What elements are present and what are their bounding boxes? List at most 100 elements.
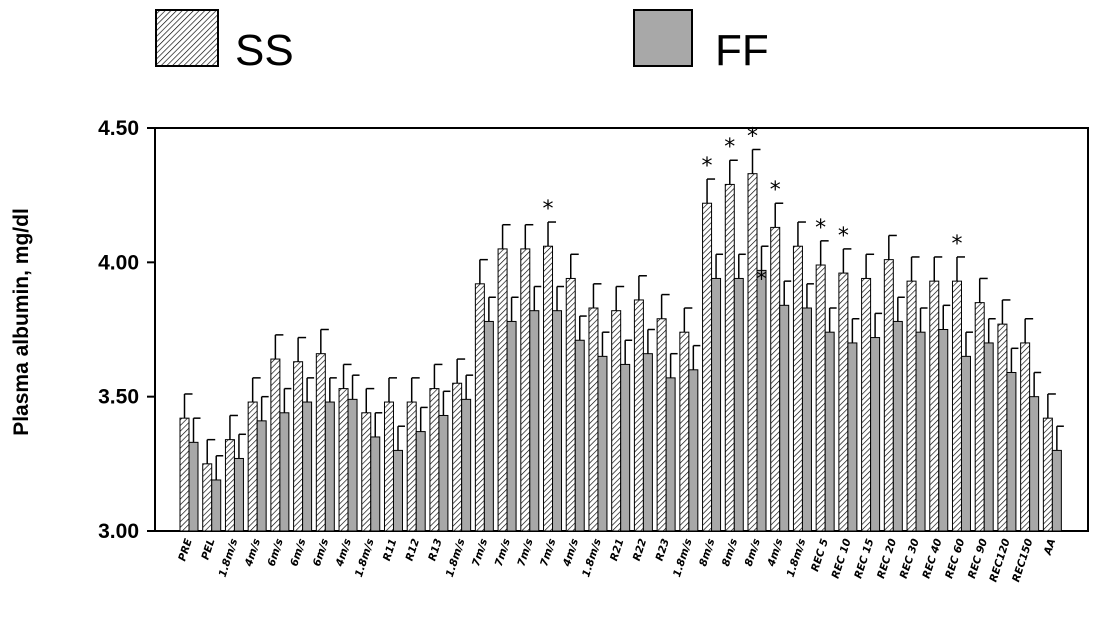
bar-ff — [279, 412, 290, 532]
x-tick-label: R23 — [654, 537, 672, 562]
bar-ss — [406, 401, 417, 532]
x-tick-label: REC 10 — [830, 537, 854, 580]
y-axis: 3.00 3.50 4.00 4.50 — [98, 117, 155, 543]
bar-ff — [756, 269, 767, 532]
significance-star: * — [951, 232, 962, 257]
significance-star: * — [702, 154, 713, 179]
annotations: * * * * * * * * * — [543, 124, 963, 292]
bar-ff — [347, 398, 358, 532]
y-tick-label: 4.00 — [98, 251, 139, 274]
x-tick-label: REC 15 — [852, 537, 876, 580]
bar-ff — [1051, 449, 1062, 532]
bar-ff — [529, 310, 540, 532]
x-tick-label: 1.8m/s — [444, 537, 468, 578]
bar-ff — [779, 304, 790, 532]
x-tick-label: 1.8m/s — [671, 537, 695, 578]
bar-ss — [315, 353, 326, 532]
bar-ss — [633, 299, 644, 532]
bar-ss — [293, 361, 304, 532]
bar-ss — [497, 248, 508, 532]
bar-ff — [506, 320, 517, 532]
bar-ss — [679, 331, 690, 532]
bar-ff — [870, 337, 881, 532]
bar-ss — [474, 283, 485, 532]
bars — [179, 148, 1064, 532]
bar-ss — [202, 463, 213, 532]
x-tick-label: REC 20 — [875, 537, 899, 580]
bar-ss — [520, 248, 531, 532]
bar-ff — [324, 401, 335, 532]
y-tick-label: 3.00 — [98, 520, 139, 543]
x-tick-label: 6m/s — [266, 537, 286, 568]
x-tick-label: 4m/s — [765, 537, 785, 569]
x-axis: PRE PEL 1.8m/s 4m/s 6m/s 6m/s 6m/s 4m/s 1.8m/s R1… — [176, 536, 1058, 583]
bar-ss — [383, 401, 394, 532]
significance-star: * — [815, 216, 826, 241]
bar-ss — [861, 277, 872, 532]
bar-ss — [906, 280, 917, 532]
bar-ff — [688, 369, 699, 532]
significance-star: * — [838, 224, 849, 249]
x-tick-label: 4m/s — [333, 537, 353, 569]
bar-ss — [588, 307, 599, 532]
bar-ss — [883, 259, 894, 532]
bar-ff — [438, 414, 449, 532]
bar-ss — [929, 280, 940, 532]
bar-ff — [1006, 371, 1017, 532]
legend-ff-label: FF — [715, 26, 769, 75]
bar-ss — [747, 173, 758, 532]
x-tick-label: 1.8m/s — [785, 537, 809, 578]
bar-ss — [611, 310, 622, 532]
x-tick-label: 1.8m/s — [580, 537, 604, 578]
x-tick-label: 7m/s — [515, 537, 535, 568]
bar-ff — [711, 277, 722, 532]
x-tick-label: R13 — [426, 537, 444, 562]
bar-ff — [483, 320, 494, 532]
bar-ff — [960, 355, 971, 532]
bar-ss — [724, 183, 735, 532]
bar-ss — [543, 245, 554, 532]
bar-ff — [892, 320, 903, 532]
x-tick-label: 1.8m/s — [353, 537, 377, 578]
x-tick-label: 4m/s — [243, 537, 263, 569]
bar-ff — [915, 331, 926, 532]
significance-star: * — [543, 197, 554, 222]
x-tick-label: R21 — [608, 537, 626, 562]
x-tick-label: 6m/s — [288, 537, 308, 568]
bar-ss — [179, 417, 190, 532]
x-tick-label: PRE — [176, 536, 195, 562]
bar-ff — [620, 363, 631, 532]
x-tick-label: R11 — [381, 537, 399, 562]
legend-ss-swatch — [155, 9, 219, 67]
y-axis-label: Plasma albumin, mg/dl — [10, 208, 33, 436]
bar-ss — [792, 245, 803, 532]
bar-ss — [656, 318, 667, 532]
bar-ss — [770, 226, 781, 532]
x-tick-label: AA — [1041, 537, 1058, 557]
bar-ss — [838, 272, 849, 532]
bar-ff — [233, 457, 244, 532]
bar-ss — [1042, 417, 1053, 532]
bar-ss — [224, 439, 235, 532]
bar-ss — [429, 388, 440, 532]
bar-ff — [256, 420, 267, 532]
bar-ss — [452, 382, 463, 532]
bar-ss — [702, 202, 713, 532]
bar-ff — [415, 431, 426, 532]
x-tick-label: 7m/s — [493, 537, 513, 568]
x-tick-label: 7m/s — [538, 537, 558, 568]
bar-ff — [597, 355, 608, 532]
x-tick-label: 4m/s — [561, 537, 581, 569]
bar-ff — [461, 398, 472, 532]
x-tick-label: 6m/s — [311, 537, 331, 568]
bar-ss — [361, 412, 372, 532]
x-tick-label: 8m/s — [720, 537, 740, 568]
significance-star: * — [756, 267, 767, 292]
bar-ss — [565, 277, 576, 532]
bar-ff — [574, 339, 585, 532]
bar-ff — [801, 307, 812, 532]
bar-ff — [392, 449, 403, 532]
bar-ff — [552, 310, 563, 532]
legend-ff-swatch — [633, 9, 693, 67]
